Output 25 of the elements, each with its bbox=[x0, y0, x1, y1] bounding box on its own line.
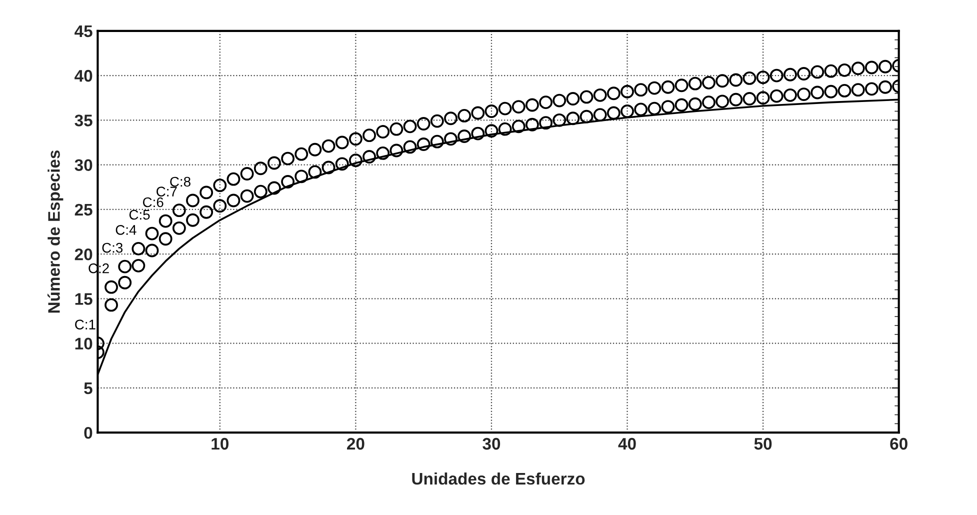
x-tick-label: 60 bbox=[890, 438, 908, 450]
y-tick-label: 25 bbox=[74, 204, 92, 216]
y-tick-label: 40 bbox=[74, 70, 92, 82]
annotation: C:5 bbox=[129, 210, 150, 220]
annotation: C:1 bbox=[75, 320, 96, 330]
y-tick-label: 35 bbox=[74, 114, 92, 126]
annotation: C:8 bbox=[170, 176, 190, 187]
annotation: C:3 bbox=[102, 242, 123, 253]
y-tick-label: 15 bbox=[75, 293, 92, 305]
x-tick-label: 10 bbox=[212, 438, 228, 450]
annotation: C:7 bbox=[156, 186, 177, 196]
y-tick-label: 10 bbox=[75, 338, 92, 350]
annotation: C:6 bbox=[142, 197, 164, 208]
y-tick-label: 0 bbox=[84, 427, 92, 439]
x-tick-label: 20 bbox=[347, 438, 364, 450]
y-tick-label: 45 bbox=[74, 25, 92, 38]
annotation: C:4 bbox=[116, 225, 136, 235]
x-tick-label: 30 bbox=[482, 438, 500, 450]
y-tick-label: 30 bbox=[74, 159, 92, 172]
y-tick-label: 20 bbox=[74, 248, 92, 260]
x-axis-title: Unidades de Esfuerzo bbox=[412, 472, 585, 485]
y-axis-title: Número de Especies bbox=[48, 150, 64, 313]
x-tick-label: 40 bbox=[618, 438, 636, 450]
x-tick-label: 50 bbox=[754, 438, 772, 450]
y-tick-label: 5 bbox=[84, 382, 92, 394]
